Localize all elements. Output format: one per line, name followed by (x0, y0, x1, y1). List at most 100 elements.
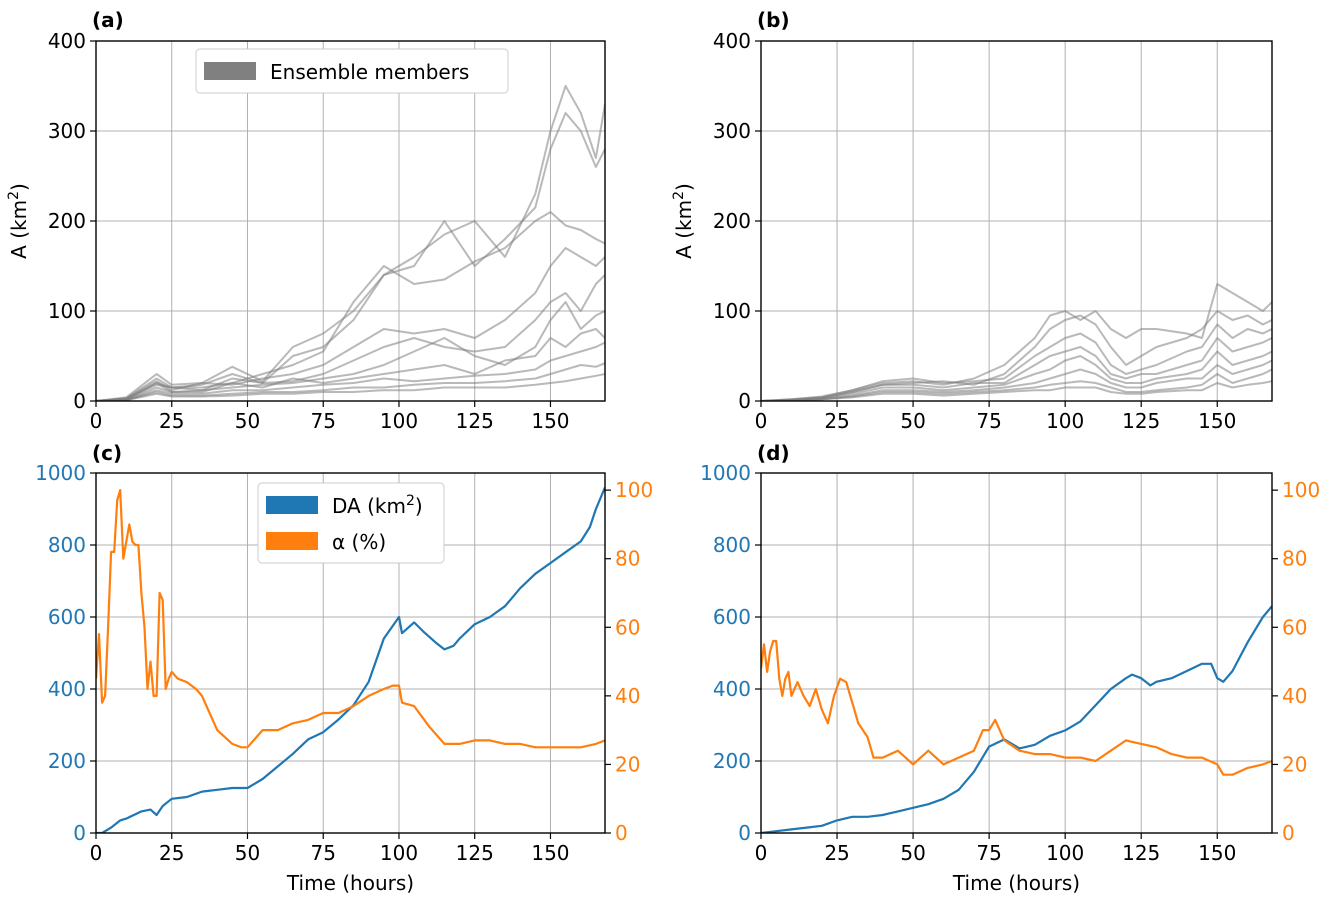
x-axis-c: 0 25 50 75 100 125 150 (90, 833, 570, 865)
y-tick-label: 300 (713, 119, 751, 143)
y-tick-label: 200 (713, 749, 751, 773)
x-tick-label: 125 (1122, 841, 1160, 865)
y-right-tick-label: 60 (1282, 615, 1307, 639)
x-tick-label: 50 (235, 841, 260, 865)
ensemble-member-line (96, 373, 605, 401)
panel-b: (b) 0 25 50 75 100 125 150 0 100 200 300 400 A (km2) (671, 8, 1273, 433)
y-axis-label: A (km2) (671, 183, 696, 259)
x-axis-a: 0 25 50 75 100 125 150 (90, 401, 570, 433)
axes-frame-c (95, 472, 606, 834)
y-tick-label: 200 (713, 209, 751, 233)
y-right-tick-label: 80 (615, 547, 640, 571)
y-tick-label: 1000 (700, 461, 751, 485)
alpha-line (96, 489, 605, 749)
x-tick-label: 25 (159, 409, 184, 433)
x-tick-label: 75 (976, 841, 1001, 865)
y-tick-label: 600 (48, 605, 86, 629)
x-tick-label: 0 (90, 409, 103, 433)
y-right-tick-label: 0 (615, 821, 628, 845)
y-right-tick-label: 0 (1282, 821, 1295, 845)
x-tick-label: 150 (531, 409, 569, 433)
x-tick-label: 100 (1046, 409, 1084, 433)
x-tick-label: 75 (311, 841, 336, 865)
ensemble-member-line (761, 368, 1272, 401)
x-axis-label: Time (hours) (286, 871, 414, 895)
legend-label-da: DA (km2) (332, 493, 423, 518)
legend-swatch-da (266, 496, 318, 514)
ensemble-member-line (96, 274, 605, 401)
y-right-tick-label: 20 (615, 752, 640, 776)
grid-d (760, 472, 1272, 834)
ensemble-member-line (761, 380, 1272, 401)
ensemble-member-line (96, 211, 605, 401)
legend-c: DA (km2) α (%) (257, 482, 445, 564)
x-tick-label: 0 (755, 409, 768, 433)
y-right-tick-label: 40 (615, 684, 640, 708)
ensemble-member-line (761, 323, 1272, 401)
x-tick-label: 100 (380, 841, 418, 865)
y-tick-label: 0 (73, 389, 86, 413)
x-tick-label: 100 (1046, 841, 1084, 865)
y-right-tick-label: 60 (615, 615, 640, 639)
y-axis-right-d: 0 20 40 60 80 100 (1272, 478, 1320, 845)
ensemble-member-line (96, 328, 605, 401)
x-tick-label: 125 (456, 409, 494, 433)
x-tick-label: 50 (900, 841, 925, 865)
x-tick-label: 25 (824, 409, 849, 433)
x-tick-label: 50 (900, 409, 925, 433)
y-tick-label: 400 (48, 29, 86, 53)
y-axis-left-c: 0 200 400 600 800 1000 (35, 461, 96, 845)
y-axis-left-b: 0 100 200 300 400 (713, 29, 761, 413)
y-tick-label: 100 (48, 299, 86, 323)
ensemble-member-line (761, 337, 1272, 401)
y-right-tick-label: 80 (1282, 547, 1307, 571)
y-tick-label: 400 (713, 29, 751, 53)
y-tick-label: 0 (738, 389, 751, 413)
panel-a: (a) 0 25 50 75 100 125 150 0 100 200 300 400 A (km2)… (6, 8, 606, 433)
panel-label-a: (a) (92, 8, 124, 32)
axes-frame-d (760, 472, 1273, 834)
x-tick-label: 150 (1198, 409, 1236, 433)
x-tick-label: 100 (380, 409, 418, 433)
y-axis-left-d: 0 200 400 600 800 1000 (700, 461, 761, 845)
legend-a: Ensemble members (195, 48, 509, 94)
x-tick-label: 0 (90, 841, 103, 865)
x-tick-label: 150 (1198, 841, 1236, 865)
ensemble-member-line (761, 350, 1272, 401)
y-tick-label: 800 (713, 533, 751, 557)
panel-label-d: (d) (757, 441, 790, 465)
x-tick-label: 50 (235, 409, 260, 433)
y-tick-label: 200 (48, 209, 86, 233)
panel-c: (c) 0 25 50 75 100 125 150 0 200 400 600 800 1000 0 20… (35, 441, 653, 895)
x-tick-label: 25 (824, 841, 849, 865)
ensemble-member-line (761, 359, 1272, 401)
y-axis-left-a: 0 100 200 300 400 (48, 29, 96, 413)
x-tick-label: 0 (755, 841, 768, 865)
panel-label-c: (c) (92, 441, 122, 465)
x-tick-label: 75 (311, 409, 336, 433)
ensemble-member-line (96, 341, 605, 401)
legend-box (195, 48, 509, 94)
y-axis-right-c: 0 20 40 60 80 100 (605, 478, 653, 845)
y-right-tick-label: 40 (1282, 684, 1307, 708)
ensemble-member-line (96, 85, 605, 401)
x-axis-b: 0 25 50 75 100 125 150 (755, 401, 1236, 433)
y-tick-label: 300 (48, 119, 86, 143)
y-tick-label: 1000 (35, 461, 86, 485)
x-tick-label: 125 (1122, 409, 1160, 433)
legend-swatch-ensemble (204, 62, 256, 80)
ensemble-member-line (96, 362, 605, 401)
y-tick-label: 800 (48, 533, 86, 557)
series-group-c (96, 486, 605, 833)
y-axis-label: A (km2) (6, 183, 31, 259)
panel-label-b: (b) (757, 8, 790, 32)
panel-d: (d) 0 25 50 75 100 125 150 0 200 400 600 800 1000 0 20… (700, 441, 1320, 895)
x-tick-label: 25 (159, 841, 184, 865)
x-axis-d: 0 25 50 75 100 125 150 (755, 833, 1236, 865)
legend-label-ensemble: Ensemble members (270, 60, 469, 84)
ensemble-member-line (761, 283, 1272, 401)
y-tick-label: 0 (73, 821, 86, 845)
grid-a (95, 40, 605, 402)
series-group-a (96, 85, 605, 401)
